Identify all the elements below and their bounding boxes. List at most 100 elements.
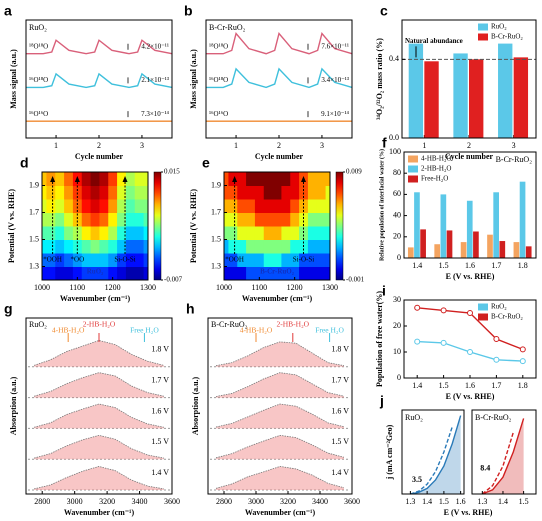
bar xyxy=(498,43,513,138)
cell xyxy=(254,185,265,200)
cell xyxy=(42,266,47,280)
cell xyxy=(281,185,291,200)
bar xyxy=(424,61,439,138)
cell xyxy=(281,226,291,240)
cell xyxy=(290,199,300,213)
x-axis-label: E (V vs. RHE) xyxy=(444,508,493,517)
bar xyxy=(434,244,441,258)
panel-letter: j xyxy=(379,393,384,409)
spectrum-fill xyxy=(216,372,344,398)
cell xyxy=(46,239,56,254)
bar xyxy=(513,242,520,258)
spectrum-fill xyxy=(34,435,164,460)
cell xyxy=(246,266,256,280)
x-tick-label: 1300 xyxy=(140,283,156,292)
cell xyxy=(263,212,274,227)
spectrum-label: 1.6 V xyxy=(151,406,169,415)
cell xyxy=(99,226,109,240)
cell xyxy=(81,239,92,254)
legend-label: B-Cr-RuO₂ xyxy=(491,313,523,321)
x-tick-label: 1200 xyxy=(287,283,303,292)
heatmap-cells xyxy=(42,172,148,280)
cell xyxy=(224,226,229,240)
y-tick-label: 1.9 xyxy=(211,180,221,189)
cell xyxy=(272,199,282,213)
marker-arrow xyxy=(232,176,238,182)
y-axis-label: Potential (V vs. RHE) xyxy=(189,189,198,263)
y-tick-label: 60 xyxy=(393,189,401,198)
panel: 8.4 1.3 1.4 1.5 B-Cr-RuO₂ xyxy=(471,409,537,506)
series-label: ¹⁶O¹⁶O xyxy=(209,110,228,118)
x-tick-label: 1 xyxy=(422,141,426,150)
cell xyxy=(246,253,256,267)
cell xyxy=(299,199,309,213)
plot-frame xyxy=(403,151,537,259)
cell xyxy=(325,239,330,254)
x-tick-label: 1.5 xyxy=(439,261,449,270)
cell xyxy=(46,253,56,267)
inset-label: RuO₂ xyxy=(87,268,104,276)
bar xyxy=(513,57,529,138)
cell xyxy=(90,185,100,200)
cell xyxy=(64,172,74,186)
x-axis-label: Wavenumber (cm⁻¹) xyxy=(242,294,313,303)
x-tick-label: 2 xyxy=(97,141,101,150)
cell xyxy=(125,253,136,267)
cell xyxy=(237,226,247,240)
spectrum xyxy=(33,372,164,397)
cell xyxy=(90,239,100,254)
marker-arrow xyxy=(74,176,80,182)
y-tick-label: 1.3 xyxy=(29,261,39,270)
plot-frame xyxy=(207,317,353,495)
x-tick-label: 3000 xyxy=(248,497,264,506)
cell xyxy=(228,226,238,240)
bar xyxy=(453,53,468,138)
y-tick-label: 1.3 xyxy=(211,261,221,270)
x-tick-label: 3600 xyxy=(344,497,360,506)
peak-label: Free H₂O xyxy=(315,326,344,335)
cell xyxy=(143,199,148,213)
peak-label: 4-HB-H₂O xyxy=(52,326,85,335)
bar xyxy=(446,230,453,258)
y-axis-label: Absorption (a.u.) xyxy=(191,376,200,435)
x-tick-label: 1.6 xyxy=(465,261,475,270)
point xyxy=(414,338,421,345)
spectrum-label: 1.8 V xyxy=(151,345,169,354)
x-tick-label: 1000 xyxy=(34,283,50,292)
cell xyxy=(299,266,309,280)
x-axis-label: E (V vs. RHE) xyxy=(446,392,495,401)
legend-swatch xyxy=(408,175,418,183)
cell xyxy=(143,266,148,280)
point xyxy=(440,339,447,346)
panel: h Wavenumber (cm⁻¹) Absorption (a.u.) 1.8 V… xyxy=(186,301,360,517)
colorbar-label: -0.001 xyxy=(346,276,365,284)
cell xyxy=(228,172,238,186)
x-tick-label: 1.8 xyxy=(518,261,528,270)
cell xyxy=(299,212,309,227)
cell xyxy=(81,185,92,200)
cell xyxy=(307,172,318,186)
bar xyxy=(420,229,426,258)
y-tick-label: 80 xyxy=(393,168,401,177)
x-axis-label: Cycle number xyxy=(445,152,494,161)
cell xyxy=(143,226,148,240)
cell xyxy=(81,199,92,213)
legend-swatch xyxy=(408,165,418,173)
y-tick-label: 1.5 xyxy=(29,234,39,243)
cell xyxy=(99,266,109,280)
subtitle: RuO₂ xyxy=(405,413,423,422)
cell xyxy=(108,266,118,280)
point xyxy=(519,346,526,353)
cell xyxy=(224,185,229,200)
plot-frame xyxy=(25,317,173,495)
cell xyxy=(307,266,318,280)
x-tick-label: 2 xyxy=(467,141,471,150)
y-tick-label: 0.4 xyxy=(389,54,399,63)
cell xyxy=(272,266,282,280)
panel: c Cycle number ³⁴O₂/³²O₂ mass ratio (%) 1 2 3… xyxy=(375,3,537,161)
cell xyxy=(325,266,330,280)
y-tick-label: 1.7 xyxy=(29,207,39,216)
cell xyxy=(246,172,256,186)
x-tick-label: 1.4 xyxy=(422,497,432,506)
cell xyxy=(290,239,300,254)
